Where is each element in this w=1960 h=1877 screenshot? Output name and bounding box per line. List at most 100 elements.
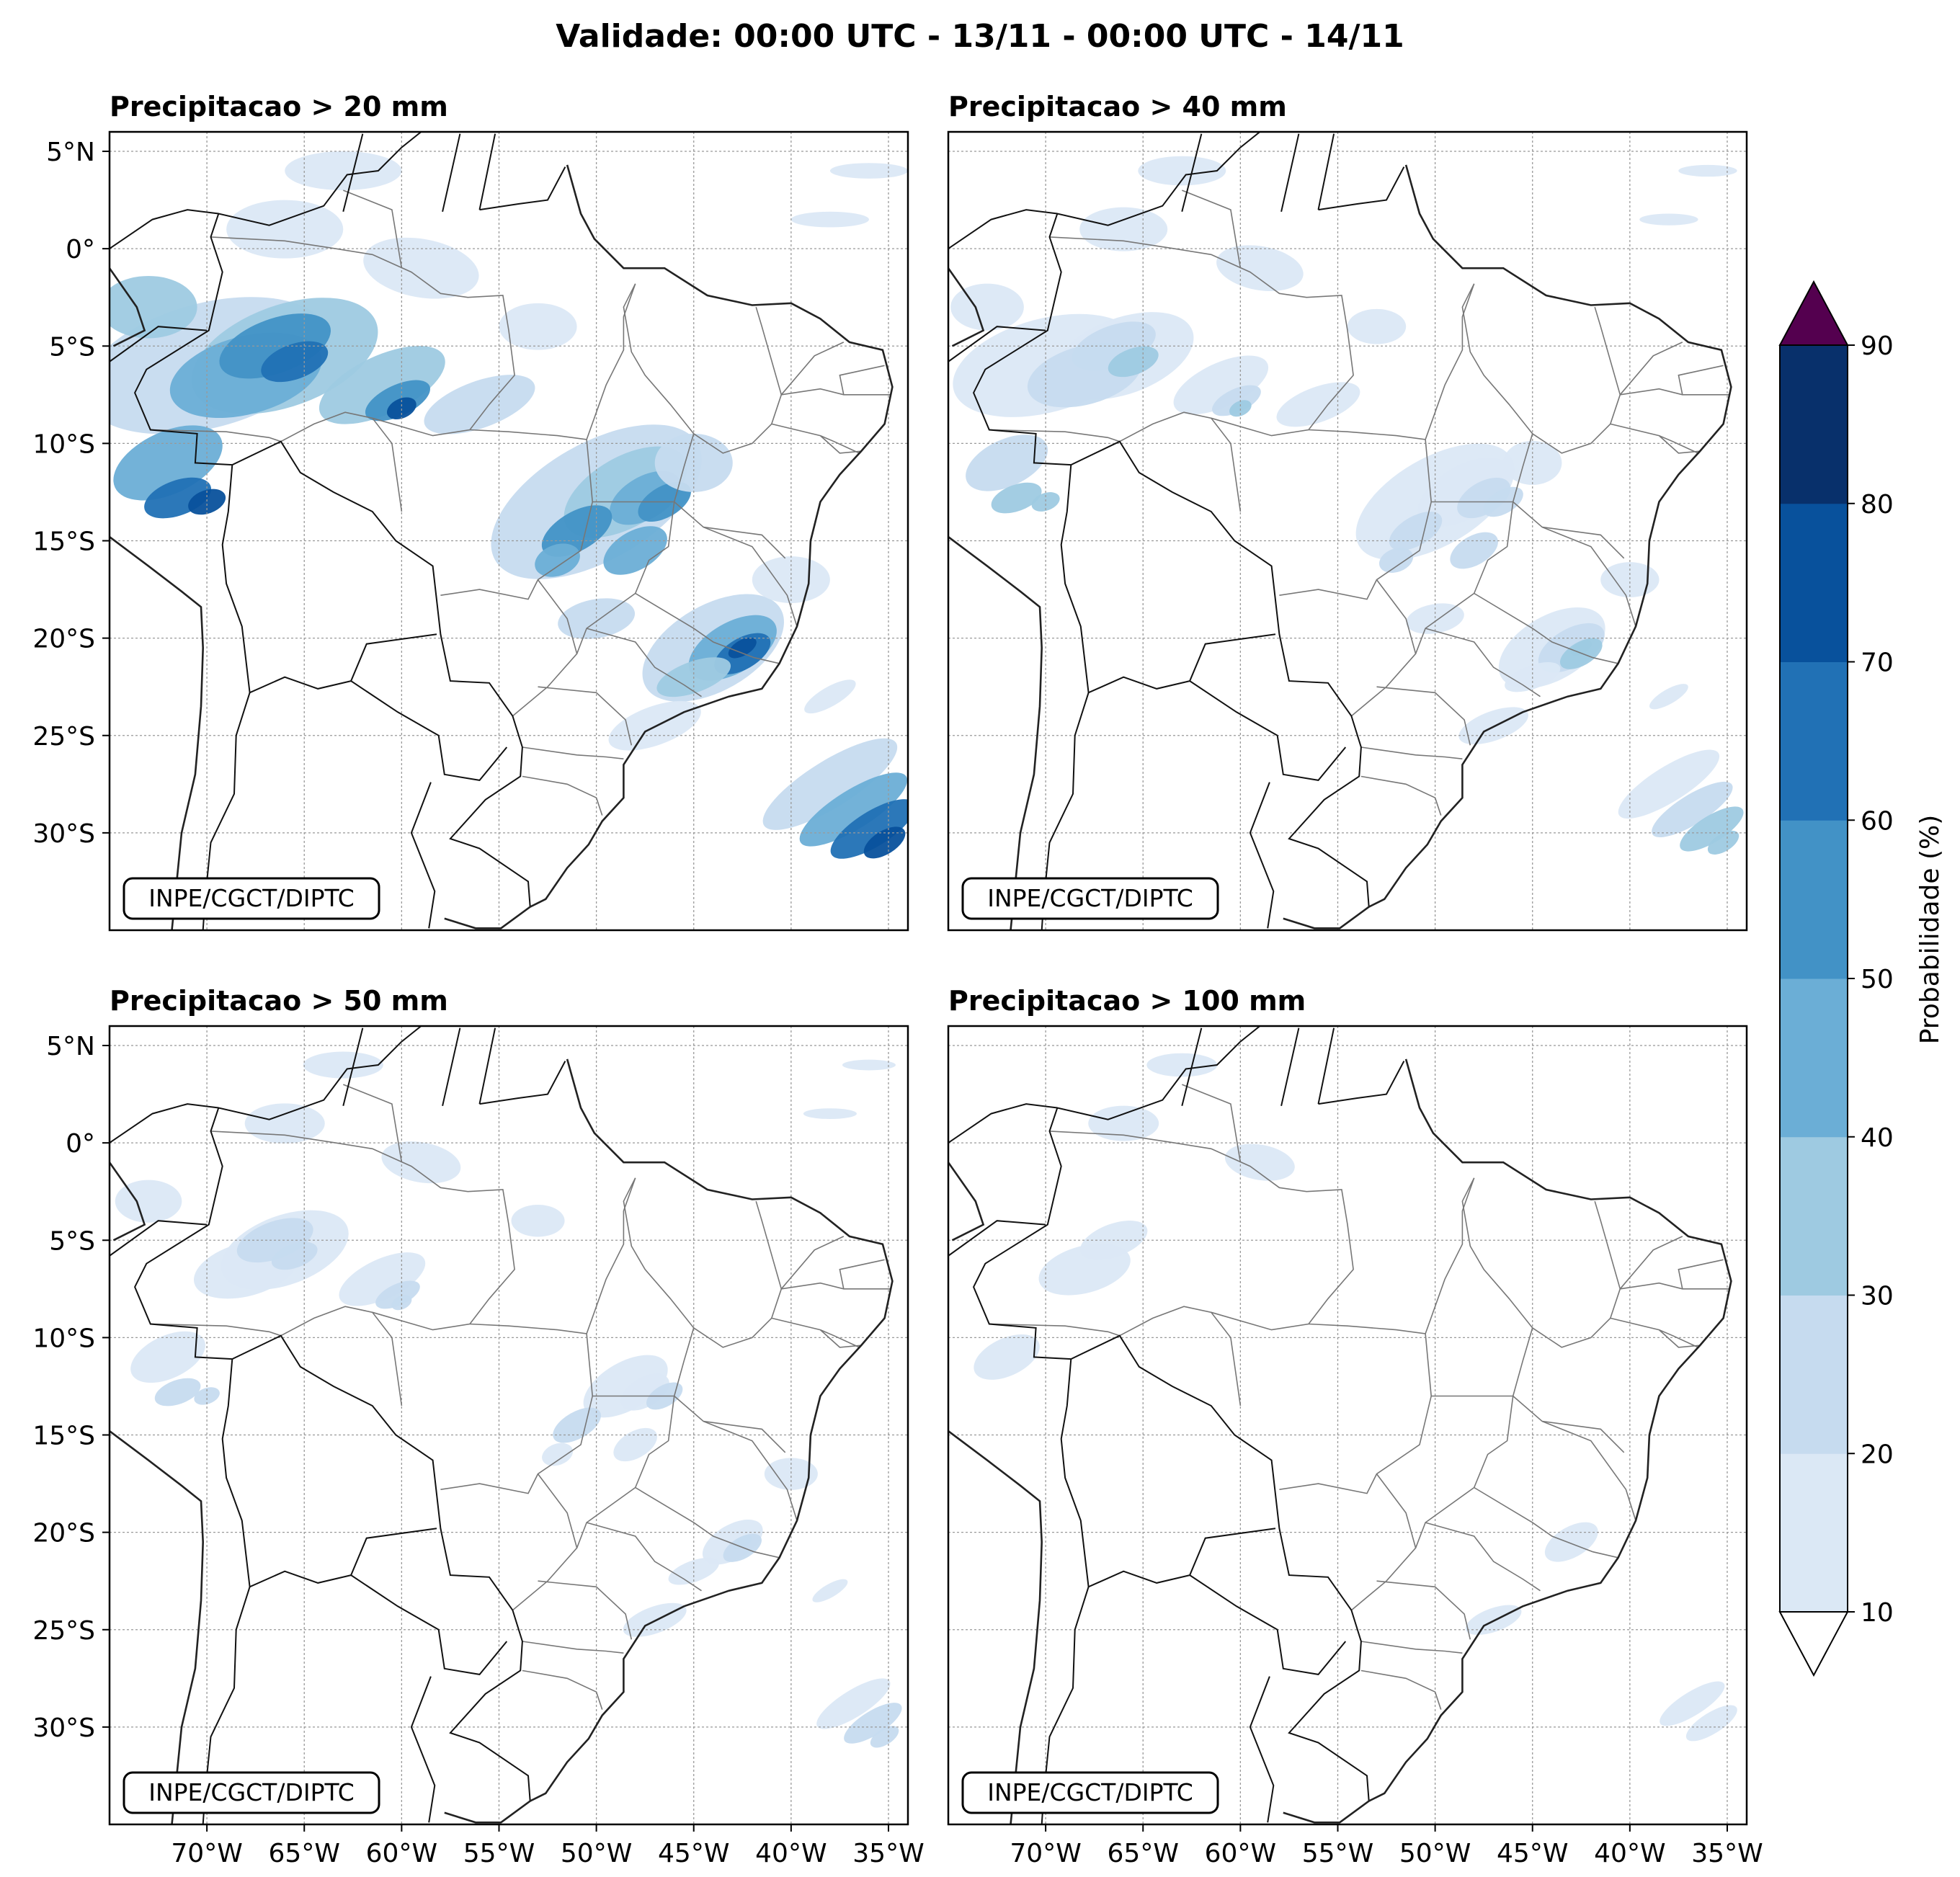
- colorbar-over-arrow: [1778, 280, 1849, 346]
- lat-tick-label: 0°: [66, 235, 95, 264]
- country-border: [1318, 1061, 1405, 1105]
- precip-region: [1276, 382, 1360, 427]
- credit-text: INPE/CGCT/DIPTC: [148, 1778, 355, 1806]
- precip-region: [188, 489, 226, 515]
- state-boundary: [1619, 342, 1683, 396]
- colorbar-segment: [1780, 820, 1848, 979]
- state-boundary: [1049, 1131, 1354, 1331]
- precip-region: [1707, 830, 1740, 855]
- state-boundary: [1610, 1317, 1698, 1348]
- state-boundary: [780, 342, 845, 396]
- precip-region: [1088, 1105, 1159, 1141]
- map-frame: [947, 130, 1748, 932]
- lat-tick-label: 15°S: [32, 527, 95, 557]
- state-boundary: [586, 1522, 702, 1592]
- country-border: [478, 133, 496, 210]
- country-border: [972, 146, 1370, 907]
- lat-tick-label: 5°S: [49, 332, 95, 362]
- colorbar-segment: [1780, 978, 1848, 1138]
- precip-region: [511, 1205, 565, 1237]
- state-boundary: [819, 1329, 862, 1348]
- country-border: [948, 1103, 1058, 1143]
- precip-region: [728, 637, 757, 659]
- coastlines: [948, 164, 1732, 930]
- precip-region: [1678, 164, 1737, 177]
- precip-region: [764, 1458, 818, 1490]
- country-border: [410, 782, 436, 929]
- precip-region: [816, 1678, 891, 1729]
- lon-tick-label: 55°W: [463, 1839, 535, 1868]
- precip-region: [613, 1427, 657, 1462]
- coastline: [110, 1430, 205, 1824]
- state-boundary: [576, 501, 675, 654]
- precip-region: [1108, 346, 1159, 378]
- precip-region: [375, 1280, 420, 1309]
- map-panel-3: Precipitacao > 50 mm INPE/CGCT/DIPTC 5°N 0°…: [32, 985, 924, 1868]
- credit-box: [122, 1771, 380, 1814]
- country-border: [972, 1040, 1370, 1801]
- state-boundary: [1474, 592, 1618, 664]
- precip-region: [244, 1103, 325, 1143]
- country-border: [410, 1676, 436, 1823]
- map-frame: [108, 1025, 909, 1826]
- country-border: [1317, 1027, 1335, 1105]
- state-boundary: [674, 501, 798, 627]
- state-boundary: [280, 411, 403, 512]
- state-boundary: [1376, 686, 1471, 746]
- colorbar: 10 20 30 40 50 60 70 80 90 Probabilidade (%): [1778, 280, 1945, 1677]
- state-boundary: [210, 236, 515, 437]
- colorbar-tick-label: 80: [1861, 490, 1894, 520]
- precip-region: [1652, 781, 1733, 838]
- precip-region: [130, 1331, 205, 1383]
- state-boundaries: [989, 1084, 1729, 1710]
- state-boundaries: [150, 1084, 891, 1710]
- state-boundary: [1425, 628, 1541, 697]
- lon-tick-label: 55°W: [1302, 1839, 1373, 1868]
- state-boundary: [522, 775, 603, 816]
- state-boundary: [1049, 236, 1354, 437]
- state-boundary: [343, 1084, 403, 1163]
- state-boundary: [780, 1236, 845, 1290]
- state-boundary: [839, 1259, 885, 1289]
- precip-region: [535, 543, 580, 577]
- state-boundary: [703, 1420, 786, 1453]
- colorbar-segment: [1780, 1453, 1848, 1613]
- colorbar-tick-label: 90: [1861, 331, 1894, 361]
- precip-region: [1146, 1053, 1218, 1077]
- state-boundary: [635, 592, 780, 664]
- precip-region: [1503, 440, 1562, 485]
- precip-region: [1450, 532, 1498, 569]
- credit-box: [961, 877, 1219, 920]
- country-borders: [110, 1026, 566, 1824]
- country-border: [1249, 782, 1275, 929]
- state-boundary: [1360, 746, 1463, 759]
- lon-tick-label: 60°W: [1205, 1839, 1276, 1868]
- state-boundary: [1425, 1522, 1541, 1592]
- precip-region: [842, 1059, 896, 1071]
- colorbar-segment: [1780, 345, 1848, 504]
- credit-box: [961, 1771, 1219, 1814]
- state-boundary: [1513, 1395, 1636, 1521]
- country-border: [442, 1027, 461, 1107]
- precip-region: [1680, 806, 1744, 852]
- coastline: [948, 536, 1043, 930]
- state-boundary: [1542, 526, 1625, 559]
- country-border: [1249, 1676, 1275, 1823]
- state-boundary: [989, 1323, 1121, 1337]
- state-boundary: [1279, 1323, 1433, 1494]
- panels: Precipitacao > 20 mm INPE/CGCT/DIPTC 5°N 0°…: [32, 91, 1763, 1868]
- colorbar-tick-label: 60: [1861, 806, 1894, 836]
- precip-region: [1417, 458, 1511, 527]
- state-boundary: [1182, 1084, 1242, 1163]
- precip-region: [1229, 400, 1252, 417]
- country-border: [948, 1220, 1046, 1257]
- precip-region: [154, 1378, 201, 1406]
- country-border: [401, 132, 422, 148]
- coastlines: [110, 164, 894, 930]
- country-border: [1239, 132, 1261, 148]
- country-border: [110, 209, 219, 249]
- precip-region: [542, 1443, 574, 1466]
- lat-tick-label: 5°N: [46, 138, 95, 167]
- colorbar-label: Probabilidade (%): [1915, 815, 1945, 1045]
- lon-tick-label: 45°W: [1497, 1839, 1568, 1868]
